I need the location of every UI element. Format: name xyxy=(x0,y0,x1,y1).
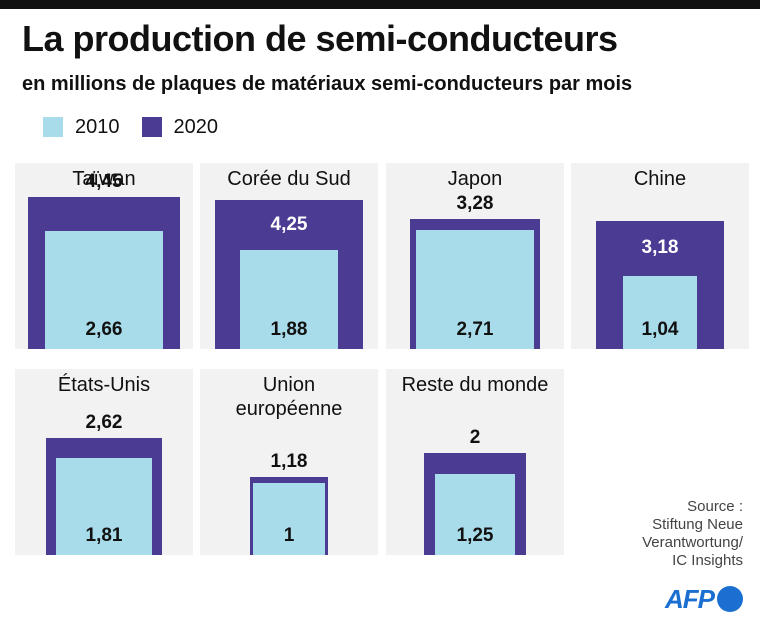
source-line-4: IC Insights xyxy=(672,552,743,569)
value-label-2010: 2,71 xyxy=(456,319,494,340)
value-label-2010: 1,25 xyxy=(456,525,494,546)
square-2010 xyxy=(55,458,153,555)
afp-logo-text: AFP xyxy=(665,583,715,614)
panel-états-unis: États-Unis 1,81 2,62 xyxy=(15,369,193,555)
value-label-2020: 2 xyxy=(469,427,481,449)
value-label-2020: 2,62 xyxy=(85,412,123,434)
legend-swatch-2020 xyxy=(141,117,162,137)
legend-label-2020: 2020 xyxy=(173,115,219,138)
panel-corée-du-sud: Corée du Sud 1,88 4,25 xyxy=(200,163,378,349)
panel-title: Taïwan xyxy=(72,168,136,190)
legend-item-2020: 2020 xyxy=(141,115,219,139)
source-line-2: Stiftung Neue xyxy=(652,516,743,533)
panel-title: Corée du Sud xyxy=(227,168,351,190)
legend-item-2010: 2010 xyxy=(43,116,120,139)
source-line-1: Source : xyxy=(687,498,743,515)
panel-taïwan: Taïwan 2,66 4,45 xyxy=(15,163,193,349)
panel-reste-du-monde: Reste du monde 1,25 2 xyxy=(386,369,564,555)
value-label-2020: 1,18 xyxy=(270,450,308,472)
square-2010 xyxy=(415,230,535,349)
panel-title: États-Unis xyxy=(57,374,151,396)
square-2010 xyxy=(434,474,516,555)
value-label-2020: 3,18 xyxy=(641,237,679,258)
panel-japon: Japon 2,71 3,28 xyxy=(386,163,564,349)
panel-title: Chine xyxy=(633,168,687,190)
square-2010 xyxy=(623,275,697,349)
value-label-2010: 1 xyxy=(283,525,295,546)
top-bar xyxy=(0,0,760,9)
chart-title: La production de semi-conducteurs xyxy=(22,18,618,59)
value-label-2010: 1,81 xyxy=(85,525,123,546)
square-2010 xyxy=(252,482,326,555)
square-2010 xyxy=(45,231,163,349)
legend: 2010 2020 xyxy=(43,114,240,140)
value-label-2010: 1,04 xyxy=(641,319,679,340)
panel-title: Union européenne xyxy=(235,374,343,420)
chart-subtitle: en millions de plaques de matériaux semi… xyxy=(22,73,633,95)
legend-label-2010: 2010 xyxy=(75,115,120,138)
source-line-3: Verantwortung/ xyxy=(642,534,743,551)
value-label-2020: 4,25 xyxy=(270,214,308,236)
value-label-2020: 3,28 xyxy=(456,192,494,214)
value-label-2010: 1,88 xyxy=(270,319,308,340)
source-note: Source : Stiftung Neue Verantwortung/ IC… xyxy=(642,498,743,570)
afp-logo-dot xyxy=(717,586,743,612)
value-label-2010: 2,66 xyxy=(85,319,123,340)
panel-union-européenne: Union européenne 1 1,18 xyxy=(200,369,378,555)
value-label-2020: 4,45 xyxy=(85,171,123,192)
afp-logo: AFP xyxy=(665,583,743,615)
legend-swatch-2010 xyxy=(43,117,63,137)
square-2010 xyxy=(239,250,339,349)
panel-title: Reste du monde xyxy=(401,374,549,396)
panel-chine: Chine 1,04 3,18 xyxy=(571,163,749,349)
panel-title: Japon xyxy=(447,168,503,190)
